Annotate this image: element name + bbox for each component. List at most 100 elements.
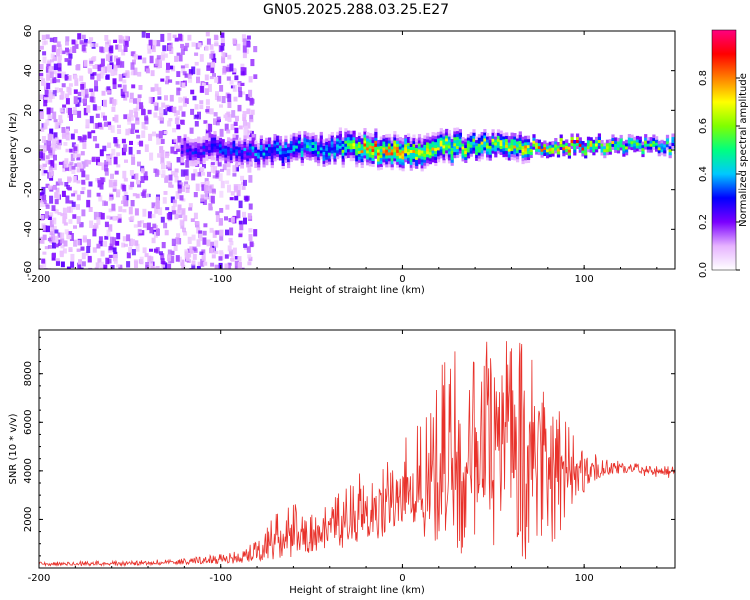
ridge-cell	[407, 154, 411, 158]
noise-cell	[107, 258, 112, 264]
noise-cell	[200, 85, 205, 93]
noise-cell	[234, 127, 239, 134]
noise-cell	[185, 186, 190, 193]
ridge-cell	[270, 152, 274, 157]
noise-cell	[53, 132, 58, 139]
ridge-cell	[229, 138, 233, 143]
noise-cell	[247, 130, 252, 134]
spectrogram-ylabel: Frequency (Hz)	[8, 112, 19, 188]
noise-cell	[219, 229, 224, 237]
ridge-cell	[333, 149, 337, 153]
ridge-cell	[216, 154, 220, 158]
noise-cell	[72, 107, 77, 115]
noise-cell	[50, 228, 55, 232]
ridge-cell	[276, 138, 280, 143]
noise-cell	[123, 177, 128, 182]
noise-cell	[136, 98, 141, 105]
noise-cell	[229, 227, 234, 236]
ridge-cell	[344, 140, 348, 144]
ridge-cell	[548, 150, 552, 155]
ridge-cell	[183, 152, 187, 156]
ridge-cell	[464, 144, 468, 149]
ridge-cell	[415, 162, 419, 166]
ridge-cell	[398, 140, 402, 144]
ridge-cell	[565, 151, 569, 155]
ridge-cell	[385, 140, 389, 144]
noise-cell	[69, 233, 74, 241]
noise-cell	[146, 44, 151, 50]
noise-cell	[160, 33, 165, 42]
ridge-cell	[524, 147, 528, 152]
ridge-cell	[554, 140, 558, 145]
ridge-cell	[608, 145, 612, 149]
noise-cell	[77, 162, 81, 168]
noise-cell	[193, 192, 198, 198]
noise-cell	[177, 186, 182, 194]
ridge-cell	[292, 147, 296, 152]
noise-cell	[113, 156, 118, 165]
ridge-cell	[652, 137, 656, 142]
ridge-cell	[390, 154, 394, 159]
ridge-cell	[292, 150, 296, 155]
ridge-cell	[270, 164, 274, 169]
colorbar-tick-label: 0.0	[698, 262, 709, 278]
noise-cell	[83, 107, 88, 116]
noise-cell	[109, 236, 114, 245]
noise-cell	[227, 100, 232, 108]
ridge-cell	[415, 153, 419, 157]
ridge-cell	[202, 136, 206, 140]
ridge-cell	[412, 158, 416, 162]
ridge-cell	[390, 139, 394, 144]
noise-cell	[43, 40, 48, 45]
ridge-cell	[605, 145, 610, 150]
ridge-cell	[573, 146, 577, 150]
noise-cell	[116, 264, 121, 268]
noise-cell	[182, 227, 186, 233]
ridge-cell	[360, 149, 364, 154]
ridge-cell	[202, 139, 206, 143]
noise-cell	[215, 120, 220, 126]
noise-cell	[172, 106, 177, 113]
noise-cell	[161, 261, 166, 265]
noise-cell	[211, 248, 216, 254]
ridge-cell	[456, 154, 460, 158]
noise-cell	[57, 121, 62, 126]
ridge-cell	[510, 138, 514, 143]
ridge-cell	[426, 141, 430, 146]
noise-cell	[152, 223, 157, 228]
ridge-cell	[415, 141, 419, 145]
ridge-cell	[502, 153, 506, 158]
noise-cell	[151, 44, 156, 53]
ridge-cell	[450, 141, 454, 145]
ridge-cell	[567, 149, 571, 153]
noise-cell	[80, 168, 85, 172]
noise-cell	[164, 229, 169, 236]
ridge-cell	[276, 135, 280, 140]
noise-cell	[224, 123, 229, 131]
ridge-cell	[259, 135, 263, 139]
noise-cell	[210, 241, 215, 249]
ridge-cell	[491, 144, 495, 148]
noise-cell	[191, 264, 196, 269]
ridge-cell	[338, 142, 342, 146]
noise-cell	[120, 88, 125, 97]
ridge-cell	[289, 140, 293, 144]
ridge-cell	[229, 156, 233, 161]
ridge-cell	[518, 137, 522, 141]
x-tick-label: -100	[209, 573, 232, 584]
ridge-cell	[491, 141, 495, 145]
ridge-cell	[442, 159, 446, 164]
ridge-cell	[426, 144, 430, 149]
noise-cell	[194, 104, 199, 110]
ridge-cell	[488, 151, 492, 155]
ridge-cell	[407, 145, 411, 149]
noise-cell	[116, 152, 121, 157]
ridge-cell	[649, 146, 653, 150]
noise-cell	[206, 239, 211, 247]
ridge-cell	[417, 145, 422, 150]
ridge-cell	[278, 156, 283, 161]
ridge-cell	[573, 140, 577, 144]
noise-cell	[226, 111, 231, 118]
ridge-cell	[363, 148, 367, 153]
noise-cell	[178, 33, 183, 41]
